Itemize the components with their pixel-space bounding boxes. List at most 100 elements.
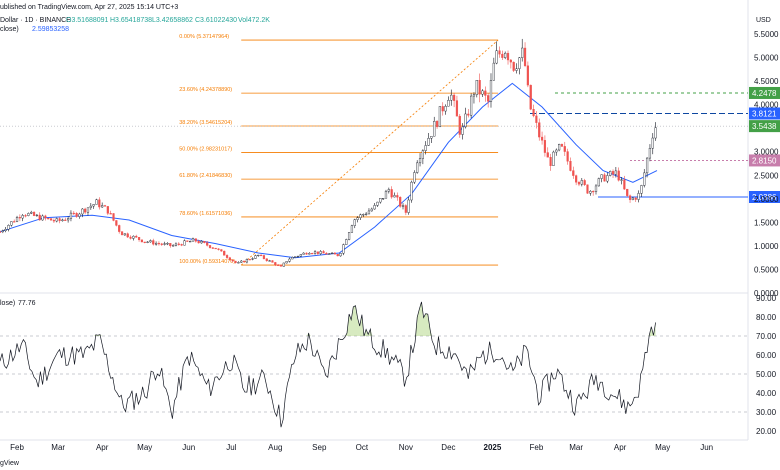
candle-body: [464, 113, 467, 128]
candle-body: [13, 221, 16, 223]
candle-body: [540, 136, 544, 141]
candle-body: [177, 243, 180, 245]
rsi-tick-label: 80.00: [756, 313, 777, 322]
candle-body: [637, 193, 640, 200]
candle-body: [152, 240, 155, 245]
candle-body: [200, 241, 203, 244]
candle-body: [123, 233, 126, 236]
candle-body: [220, 249, 223, 252]
candle-body: [32, 211, 36, 216]
candle-body: [594, 185, 598, 192]
time-tick-label: Jun: [700, 443, 713, 452]
candle-body: [38, 214, 41, 221]
candle-body: [89, 205, 92, 208]
time-tick-label: Feb: [530, 443, 544, 452]
candle-body: [427, 138, 430, 146]
candle-body: [359, 214, 362, 218]
candle-body: [597, 178, 600, 187]
candle-body: [481, 90, 484, 95]
price-tick-label: 5.0000: [754, 54, 779, 63]
candle-body: [328, 253, 331, 255]
candle-body: [458, 115, 461, 135]
candle-body: [549, 157, 552, 166]
candle-body: [305, 252, 308, 255]
candle-body: [163, 243, 166, 245]
candle-body: [166, 243, 169, 245]
candle-body: [129, 236, 132, 239]
candle-body: [109, 213, 112, 215]
price-tick-label: 4.5000: [754, 77, 779, 86]
time-tick-label: Sep: [312, 443, 327, 452]
time-axis: Feb Mar Apr May Jun Jul Aug Sep Oct Nov Dec 2025 Feb…: [10, 443, 713, 452]
footer-logo: gView: [0, 460, 20, 467]
ohlc-close: C3.61022430: [195, 17, 237, 24]
candle-body: [509, 59, 512, 63]
candle-body: [189, 241, 192, 243]
candle-body: [430, 136, 433, 139]
candle-body: [140, 239, 144, 243]
candle-body: [44, 215, 47, 219]
time-tick-label: Apr: [614, 443, 627, 452]
candle-body: [384, 190, 388, 199]
candle-body: [61, 219, 64, 222]
candle-body: [648, 148, 652, 159]
candle-body: [24, 215, 27, 217]
price-label-badge: [749, 191, 780, 204]
candle-body: [640, 185, 643, 194]
candle-body: [435, 121, 439, 128]
candle-body: [322, 251, 325, 254]
rsi-tick-label: 60.00: [756, 351, 777, 360]
candle-body: [268, 260, 271, 262]
candle-body: [518, 57, 521, 69]
time-tick-label: Dec: [441, 443, 455, 452]
time-tick-label: Oct: [356, 443, 369, 452]
candle-body: [342, 244, 345, 254]
time-tick-label: 2025: [484, 443, 502, 452]
candle-body: [115, 220, 118, 226]
candle-body: [529, 84, 532, 110]
candle-body: [413, 172, 416, 183]
candle-body: [55, 218, 58, 222]
fib-level-label: 78.60% (1.61571036): [179, 211, 232, 217]
candle-body: [438, 106, 442, 128]
candle-body: [325, 252, 328, 255]
candle-body: [0, 231, 2, 233]
candle-body: [86, 207, 90, 213]
candle-body: [319, 251, 322, 254]
candle-body: [407, 199, 410, 213]
candle-body: [143, 241, 146, 243]
candle-body: [441, 106, 444, 112]
candle-body: [631, 197, 634, 200]
fibonacci-retracement: 0.00% (5.37147964) 23.60% (4.24378890) 38.…: [179, 34, 499, 266]
candle-body: [237, 262, 240, 264]
candle-body: [223, 250, 226, 256]
candle-body: [242, 260, 246, 263]
currency-label: USD: [756, 17, 771, 24]
candle-body: [217, 248, 220, 250]
candle-body: [336, 254, 339, 257]
candle-body: [282, 262, 285, 267]
candle-body: [72, 212, 75, 215]
ohlc-open: O3.51688091: [66, 17, 109, 24]
candle-body: [67, 218, 70, 221]
candle-body: [651, 137, 654, 149]
candle-body: [543, 140, 547, 153]
price-tick-label: 0.0000: [754, 289, 779, 298]
rsi-tick-label: 40.00: [756, 389, 777, 398]
candle-body: [350, 225, 354, 233]
price-tick-label: 1.0000: [754, 242, 779, 251]
candle-body: [75, 213, 78, 217]
candle-body: [299, 254, 302, 257]
time-tick-label: Jun: [182, 443, 195, 452]
candle-body: [208, 245, 212, 248]
candle-body: [172, 245, 175, 247]
candle-body: [120, 231, 124, 236]
ma-value: 2.59853258: [32, 26, 69, 33]
horizontal-lines: 4.2478 3.8121 2.8150 2.0386: [530, 86, 780, 204]
candle-body: [617, 170, 620, 181]
candle-body: [470, 95, 473, 116]
rsi-line: [0, 301, 656, 428]
price-tick-label: 5.5000: [754, 30, 779, 39]
time-tick-label: Mar: [569, 443, 583, 452]
